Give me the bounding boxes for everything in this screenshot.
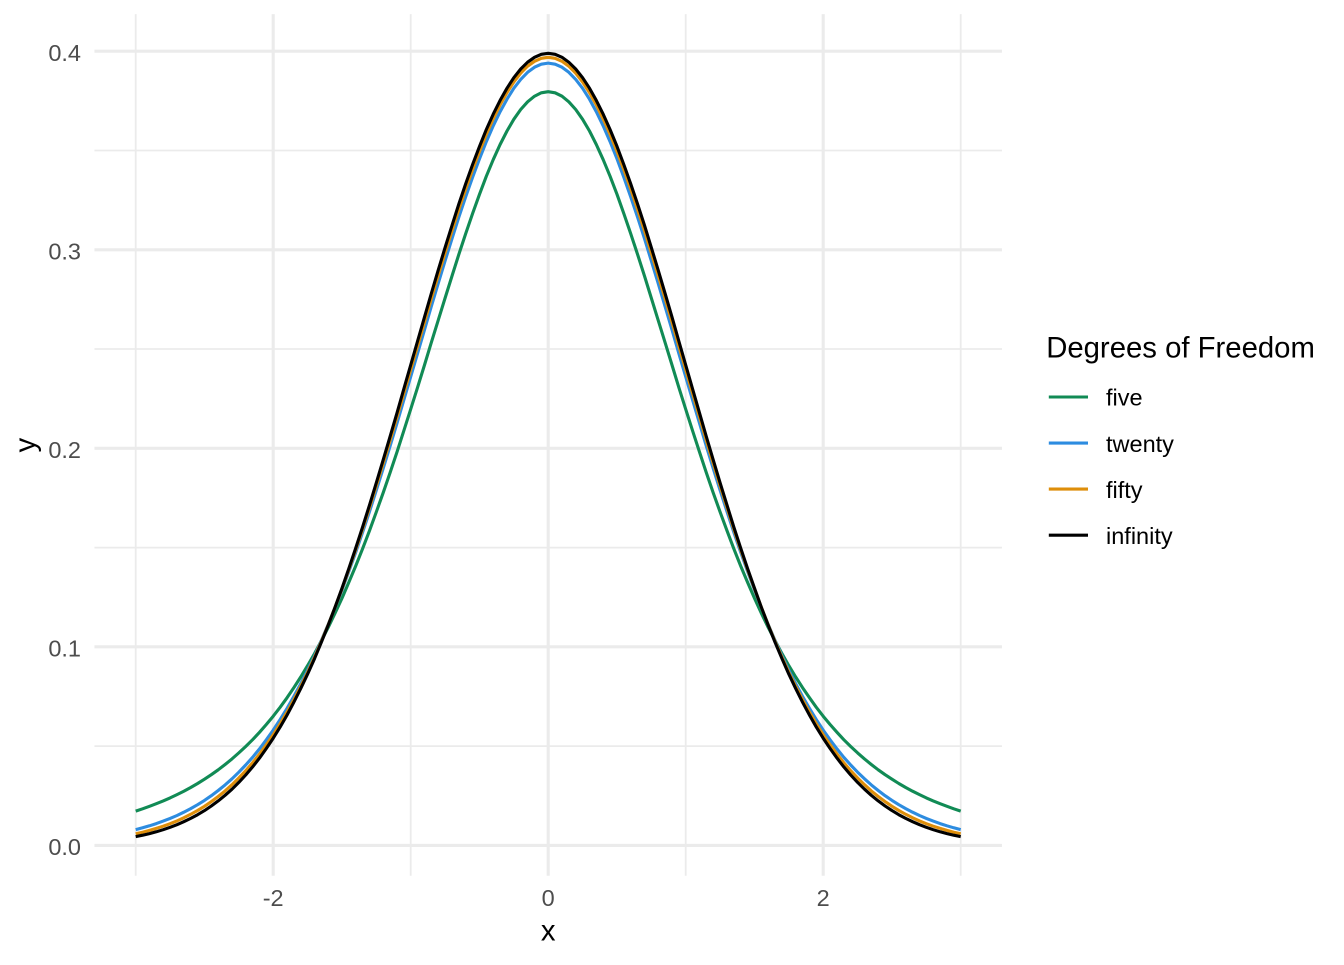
svg-text:0.1: 0.1: [48, 636, 81, 662]
svg-text:0.4: 0.4: [48, 40, 81, 66]
svg-text:0: 0: [542, 885, 555, 911]
svg-text:0.3: 0.3: [48, 239, 81, 265]
svg-text:y: y: [9, 438, 42, 453]
svg-text:five: five: [1106, 385, 1143, 411]
svg-text:2: 2: [817, 885, 830, 911]
svg-text:fifty: fifty: [1106, 477, 1143, 503]
svg-text:0.2: 0.2: [48, 437, 81, 463]
svg-text:x: x: [541, 915, 556, 948]
svg-text:infinity: infinity: [1106, 523, 1173, 549]
svg-text:-2: -2: [263, 885, 284, 911]
svg-text:Degrees of Freedom: Degrees of Freedom: [1046, 332, 1315, 365]
svg-text:twenty: twenty: [1106, 431, 1174, 457]
svg-text:0.0: 0.0: [48, 834, 81, 860]
